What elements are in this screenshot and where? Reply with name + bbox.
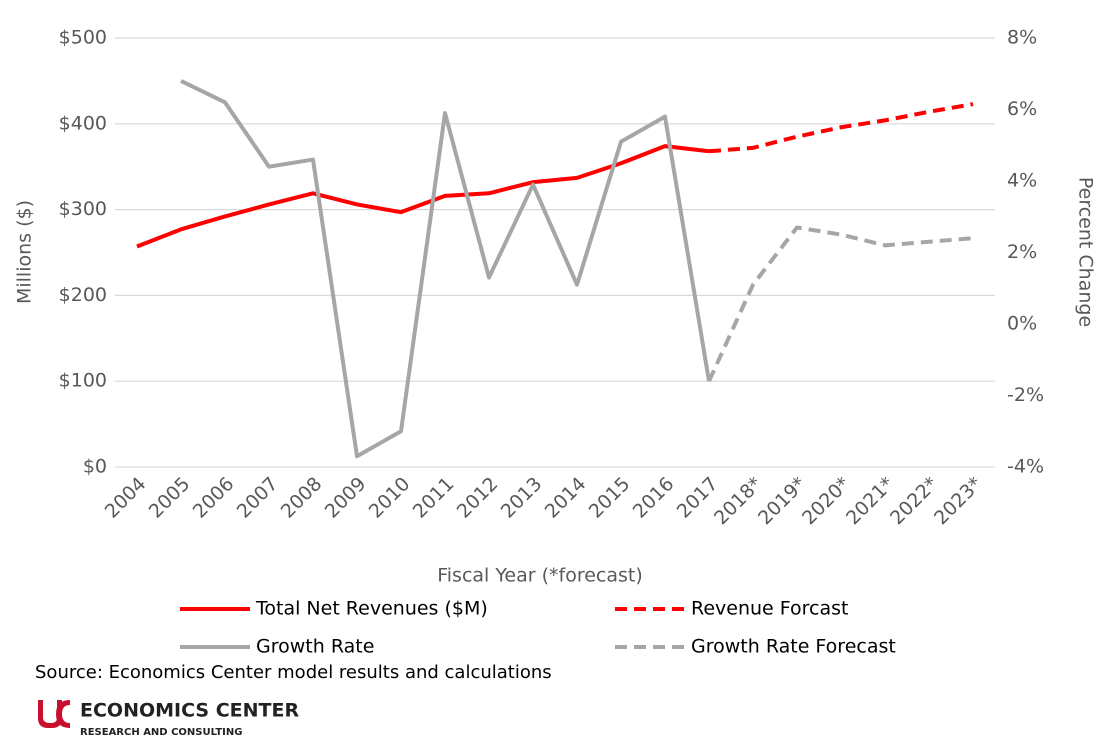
x-tick-label: 2005 bbox=[145, 473, 195, 523]
x-tick-label: 2019* bbox=[754, 473, 810, 529]
series-line bbox=[707, 225, 974, 383]
x-axis-label: Fiscal Year (*forecast) bbox=[437, 565, 643, 587]
logo: ECONOMICS CENTER RESEARCH AND CONSULTING bbox=[38, 700, 299, 738]
x-tick-label: 2020* bbox=[798, 473, 854, 529]
y-tick-label: $300 bbox=[59, 198, 107, 220]
x-tick-label: 2013 bbox=[497, 473, 547, 523]
x-tick-label: 2004 bbox=[101, 473, 151, 523]
logo-mark bbox=[56, 700, 70, 728]
legend-label: Growth Rate Forecast bbox=[691, 636, 896, 658]
y-tick-label: $100 bbox=[59, 370, 107, 392]
y2-tick-label: 8% bbox=[1007, 27, 1037, 49]
legend-label: Total Net Revenues ($M) bbox=[255, 598, 488, 620]
x-tick-label: 2021* bbox=[842, 473, 898, 529]
x-tick-label: 2006 bbox=[189, 473, 239, 523]
series-line bbox=[708, 102, 974, 154]
x-tick-label: 2016 bbox=[629, 473, 679, 523]
y-tick-label: $0 bbox=[83, 456, 107, 478]
x-tick-label: 2023* bbox=[930, 473, 986, 529]
x-tick-label: 2010 bbox=[365, 473, 415, 523]
legend-label: Growth Rate bbox=[256, 636, 374, 658]
logo-tagline: RESEARCH AND CONSULTING bbox=[80, 727, 242, 738]
y2-tick-label: 6% bbox=[1007, 98, 1037, 120]
y2-tick-label: -2% bbox=[1007, 384, 1044, 406]
x-tick-label: 2018* bbox=[710, 473, 766, 529]
y2-tick-label: 2% bbox=[1007, 241, 1037, 263]
y-tick-label: $500 bbox=[59, 27, 107, 49]
legend-label: Revenue Forcast bbox=[691, 598, 849, 620]
y2-tick-label: 0% bbox=[1007, 313, 1037, 335]
x-tick-label: 2011 bbox=[409, 473, 459, 523]
x-tick-label: 2014 bbox=[541, 473, 591, 523]
y2-axis-label: Percent Change bbox=[1075, 177, 1097, 327]
x-tick-label: 2009 bbox=[321, 473, 371, 523]
x-tick-label: 2015 bbox=[585, 473, 635, 523]
logo-name: ECONOMICS CENTER bbox=[80, 700, 299, 722]
series-line bbox=[180, 79, 711, 459]
x-tick-label: 2022* bbox=[886, 473, 942, 529]
source-note: Source: Economics Center model results a… bbox=[35, 662, 552, 683]
y-tick-label: $200 bbox=[59, 284, 107, 306]
x-tick-label: 2007 bbox=[233, 473, 283, 523]
y2-tick-label: 4% bbox=[1007, 170, 1037, 192]
y-axis-label: Millions ($) bbox=[14, 200, 36, 304]
series-line bbox=[136, 144, 710, 249]
y2-tick-label: -4% bbox=[1007, 456, 1044, 478]
y-tick-label: $400 bbox=[59, 112, 107, 134]
x-tick-label: 2008 bbox=[277, 473, 327, 523]
logo-mark bbox=[38, 700, 62, 728]
x-tick-label: 2012 bbox=[453, 473, 503, 523]
